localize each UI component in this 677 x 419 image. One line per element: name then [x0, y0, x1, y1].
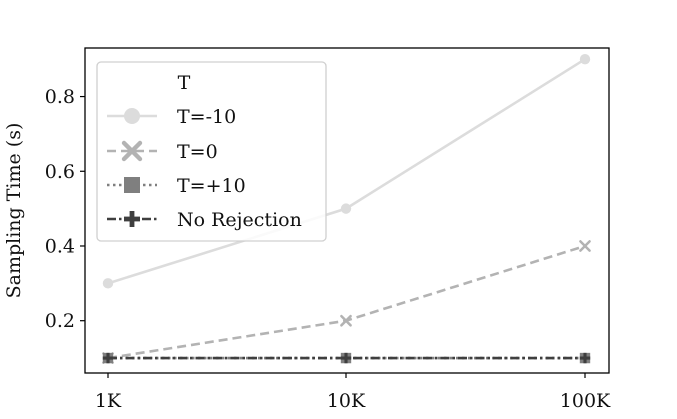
- legend-marker-t-10: [124, 108, 140, 124]
- legend-label-no-rejection: No Rejection: [177, 209, 302, 231]
- y-tick-label: 0.6: [45, 161, 75, 183]
- x-tick-label: 100K: [560, 390, 611, 412]
- plot-area-frame: [84, 47, 610, 374]
- series-line-t-0: [107, 244, 586, 360]
- series-markers: [102, 54, 591, 364]
- data-point-t-10-100k: [579, 54, 591, 65]
- y-tick-label: 0.4: [45, 235, 75, 257]
- data-point-t-0-100k: [579, 240, 591, 252]
- data-point-no-rejection-100k: [579, 352, 591, 364]
- data-point-t-0-10k: [340, 314, 352, 327]
- x-tick-label: 1K: [95, 390, 122, 412]
- legend-entry-t-0: T=0: [107, 140, 218, 163]
- x-axis: 1K 10K 100K: [95, 373, 611, 412]
- y-axis: 0.2 0.4 0.6 0.8: [45, 86, 85, 332]
- data-point-t-10-10k: [340, 203, 352, 214]
- legend-title: T: [178, 72, 191, 94]
- legend-label-t-10: T=-10: [177, 106, 236, 128]
- y-tick-label: 0.8: [45, 86, 75, 108]
- legend-box: [96, 61, 327, 242]
- y-tick-label: 0.2: [45, 310, 75, 332]
- legend-label-t-10: T=+10: [177, 175, 246, 197]
- legend-entry-no-rejection: No Rejection: [107, 209, 302, 231]
- data-point-no-rejection-1k: [102, 352, 114, 364]
- legend-marker-t-0: [121, 140, 143, 162]
- x-tick-label: 10K: [327, 390, 366, 412]
- legend-marker-no-rejection: [124, 211, 140, 227]
- data-point-t-10-1k: [102, 278, 114, 289]
- legend-label-t-0: T=0: [177, 141, 218, 163]
- legend-entry-t-10: T=-10: [107, 106, 236, 128]
- legend-entry-t-10: T=+10: [107, 175, 246, 197]
- y-axis-label: Sampling Time (s): [3, 123, 25, 299]
- legend-marker-t-10: [124, 177, 140, 193]
- legend: T T=-10 T=0 T=+10 No Rejection: [96, 61, 327, 242]
- data-point-no-rejection-10k: [340, 352, 352, 364]
